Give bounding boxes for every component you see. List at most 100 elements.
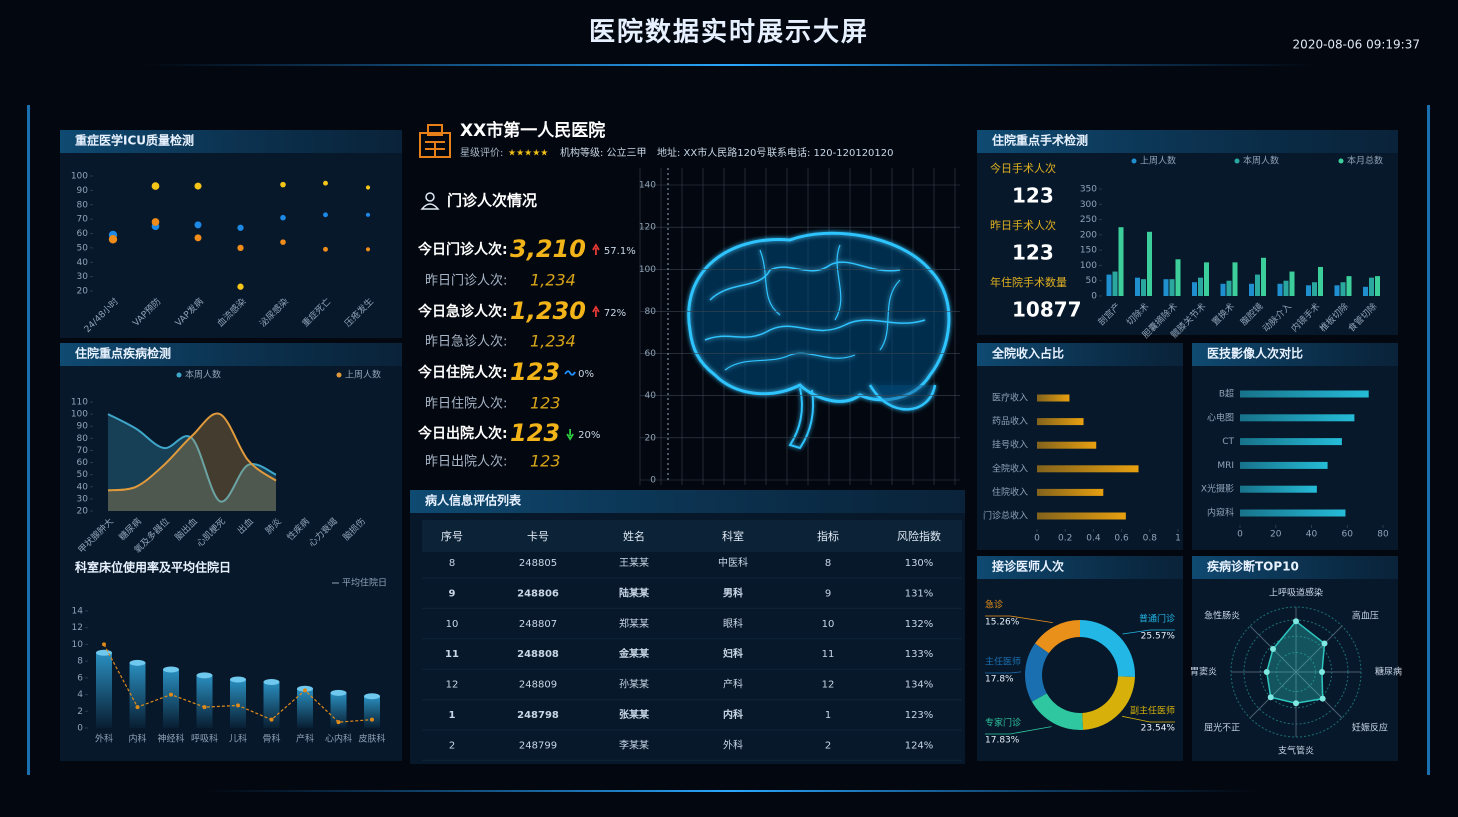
x-tick-label: 产科 (296, 733, 314, 745)
axis-label: 高血压 (1352, 610, 1379, 622)
scatter-point (194, 234, 202, 242)
bar (1261, 257, 1266, 296)
donut-slice (1080, 620, 1135, 677)
bar (96, 652, 112, 728)
bar (1192, 282, 1197, 296)
bar (1340, 282, 1346, 296)
panel (1192, 556, 1398, 761)
scatter-point (365, 185, 371, 190)
radar-axis (1249, 671, 1297, 719)
y-tick-label: 6 (77, 673, 83, 683)
slice-label: 急诊 (985, 599, 1003, 611)
y-tick-label: 4 (77, 690, 83, 700)
y-tick-label: 80 (645, 307, 657, 317)
scatter-point (237, 224, 244, 231)
leader-line (985, 615, 1053, 624)
y-tick-label: X光摄影 (1201, 483, 1234, 495)
line-point (269, 717, 274, 722)
y-tick-label: 2 (77, 707, 83, 717)
stat-change: 0% (578, 369, 594, 380)
bar (1318, 266, 1323, 296)
scatter-point (151, 218, 160, 226)
leader-line (1122, 629, 1175, 635)
radar-point (1293, 618, 1299, 625)
bar (1106, 274, 1112, 296)
axis-label: 妊娠反应 (1352, 721, 1388, 733)
y-tick-label: 60 (645, 349, 657, 359)
x-tick-label: 儿科 (229, 733, 247, 745)
panel-title: 病人信息评估列表 (425, 493, 522, 508)
bar (1289, 271, 1295, 296)
y-tick-label: 挂号收入 (992, 439, 1028, 451)
table-cell: 11 (822, 649, 835, 660)
radar-axis (1295, 671, 1343, 719)
x-tick-label: 40 (1306, 530, 1318, 540)
table-cell: 男科 (723, 586, 743, 599)
bar (196, 675, 213, 728)
area-fill (108, 413, 276, 511)
hospital-name: XX市第一人民医院 (460, 120, 605, 141)
y-tick-label: 60 (77, 229, 89, 239)
slice-label: 普通门诊 (1139, 613, 1175, 625)
y-tick-label: 20 (645, 433, 657, 443)
y-tick-label: 30 (77, 494, 89, 504)
column-header: 指标 (817, 529, 839, 543)
section-title: 门诊人次情况 (447, 192, 537, 210)
x-tick-label: 内科 (128, 733, 146, 745)
table-cell: 133% (905, 649, 934, 660)
table-cell: 124% (905, 740, 934, 751)
x-tick-label: 外科 (95, 733, 113, 745)
table-cell: 131% (905, 588, 934, 599)
y-tick-label: 100 (639, 265, 656, 275)
slice-value: 23.54% (1141, 724, 1176, 734)
bar (1198, 277, 1203, 296)
table-cell: 123% (905, 710, 934, 721)
leader-line (985, 671, 1022, 674)
bar (1220, 283, 1226, 296)
header-line (140, 64, 1320, 66)
table-cell: 内科 (723, 708, 743, 721)
y-tick-label: 医疗收入 (992, 392, 1028, 404)
bar (1334, 285, 1340, 296)
table-cell: 134% (905, 680, 934, 691)
table-cell: 10 (822, 619, 835, 630)
y-tick-label: CT (1222, 437, 1234, 447)
y-tick-label: 300 (1080, 200, 1097, 210)
y-tick-label: 140 (639, 181, 656, 191)
y-tick-label: 70 (77, 446, 89, 456)
hospital-icon (419, 124, 451, 158)
x-tick-label: 60 (1342, 530, 1354, 540)
slice-label: 主任医师 (985, 656, 1021, 668)
table-cell: 孙某某 (619, 678, 649, 691)
table-cell: 李某某 (619, 738, 649, 751)
x-tick-label: 心内科 (325, 733, 352, 745)
slice-value: 15.26% (985, 618, 1020, 628)
stat-label: 今日住院人次: (417, 364, 508, 381)
y-tick-label: 250 (1080, 215, 1097, 225)
bar (1037, 512, 1126, 520)
line-point (370, 717, 374, 722)
bar (1169, 279, 1175, 296)
y-tick-label: 100 (71, 410, 88, 420)
stat-value: 123 (1012, 241, 1054, 265)
y-tick-label: 住院收入 (992, 486, 1028, 498)
panel-title: 疾病诊断TOP10 (1207, 559, 1299, 574)
stat-value: 1,234 (530, 332, 576, 351)
y-tick-label: 14 (72, 607, 84, 617)
table-cell: 张某某 (619, 708, 650, 721)
slice-value: 17.8% (985, 675, 1014, 685)
hospital-phone: 联系电话: 120-120120120 (767, 146, 894, 159)
panel-title: 住院重点手术检测 (992, 133, 1088, 148)
bar (1147, 231, 1152, 296)
axis-label: 糖尿病 (1375, 666, 1402, 678)
table-cell: 1 (825, 710, 831, 721)
table-cell: 1 (449, 710, 456, 721)
table-cell: 2 (825, 740, 831, 751)
scatter-point (237, 283, 244, 290)
y-tick-label: 350 (1080, 185, 1097, 195)
table-cell: 11 (445, 649, 459, 660)
line-point (135, 705, 140, 710)
y-tick-label: 0 (1091, 292, 1097, 302)
y-tick-label: 50 (1086, 276, 1098, 286)
y-tick-label: 150 (1080, 246, 1097, 256)
